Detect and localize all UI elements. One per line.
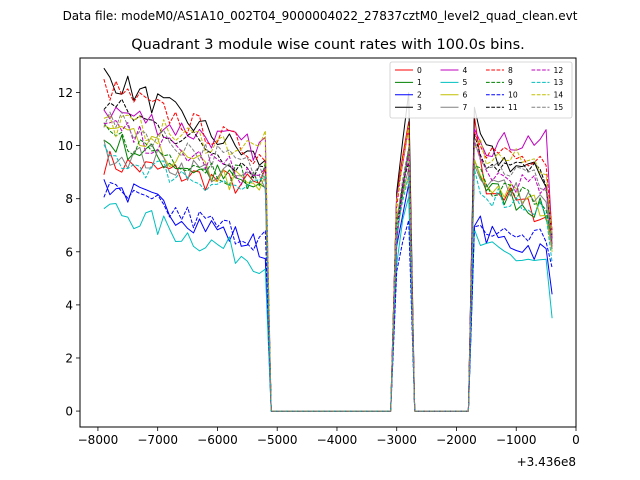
legend-label-0: 0 (417, 66, 422, 75)
legend-label-11: 11 (508, 103, 518, 112)
legend-label-13: 13 (554, 78, 564, 87)
legend-label-7: 7 (463, 103, 468, 112)
legend-label-4: 4 (463, 66, 468, 75)
y-tick-label: 2 (65, 351, 73, 365)
x-tick-label: −3000 (376, 433, 417, 447)
legend-label-6: 6 (463, 91, 468, 100)
legend-label-10: 10 (508, 91, 518, 100)
plot-lines (103, 67, 553, 412)
y-tick-label: 10 (58, 139, 73, 153)
y-axis: 0 2 4 6 8 10 12 (58, 86, 80, 419)
legend-label-1: 1 (417, 78, 422, 87)
x-tick-label: −5000 (257, 433, 298, 447)
y-tick-label: 0 (65, 405, 73, 419)
legend-label-8: 8 (508, 66, 513, 75)
x-tick-label: 0 (572, 433, 580, 447)
y-tick-label: 8 (65, 192, 73, 206)
legend-label-5: 5 (463, 78, 468, 87)
x-tick-label: −4000 (317, 433, 358, 447)
plot-frame (79, 57, 577, 428)
legend-label-3: 3 (417, 103, 422, 112)
y-tick-label: 4 (65, 298, 73, 312)
series-line-10 (103, 182, 553, 412)
legend-label-14: 14 (554, 91, 564, 100)
legend-box (389, 61, 573, 119)
x-tick-label: −1000 (496, 433, 537, 447)
x-tick-label: −6000 (197, 433, 238, 447)
y-tick-label: 12 (58, 86, 73, 100)
x-offset-label: +3.436e8 (517, 455, 576, 469)
x-tick-label: −8000 (78, 433, 119, 447)
x-tick-label: −2000 (436, 433, 477, 447)
x-tick-label: −7000 (137, 433, 178, 447)
data-file-label: Data file: modeM0/AS1A10_002T04_90000040… (63, 9, 578, 23)
series-line-8 (103, 78, 553, 412)
series-line-15 (103, 111, 553, 412)
y-tick-label: 6 (65, 245, 73, 259)
legend-label-9: 9 (508, 78, 513, 87)
series-line-11 (103, 98, 553, 412)
legend-label-12: 12 (554, 66, 564, 75)
x-axis: −8000 −7000 −6000 −5000 −4000 −3000 −2000 −1000… (78, 427, 580, 447)
legend-label-15: 15 (554, 103, 564, 112)
chart-title: Quadrant 3 module wise count rates with … (131, 37, 525, 53)
legend-label-2: 2 (417, 91, 422, 100)
